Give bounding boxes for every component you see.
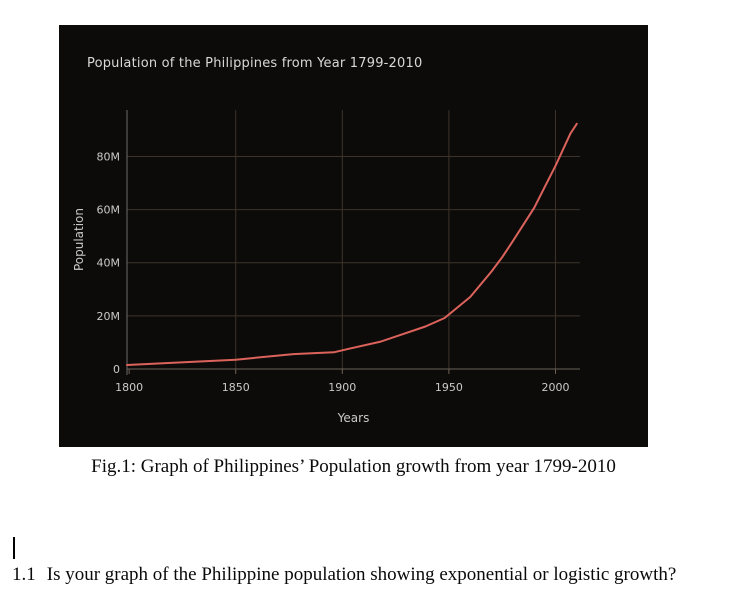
population-chart-figure[interactable]: Population of the Philippines from Year … bbox=[59, 25, 648, 447]
question-line: 1.1 Is your graph of the Philippine popul… bbox=[12, 564, 676, 586]
y-tick-label: 80M bbox=[97, 150, 121, 163]
x-tick-label: 2000 bbox=[541, 381, 569, 394]
text-cursor bbox=[13, 537, 15, 559]
question-number: 1.1 bbox=[12, 564, 36, 585]
x-tick-label: 1950 bbox=[435, 381, 463, 394]
y-tick-label: 40M bbox=[97, 257, 121, 270]
x-tick-label: 1850 bbox=[222, 381, 250, 394]
figure-caption: Fig.1: Graph of Philippines’ Population … bbox=[91, 456, 616, 477]
x-axis-title: Years bbox=[337, 411, 370, 425]
question-text: Is your graph of the Philippine populati… bbox=[46, 564, 677, 585]
x-tick-label: 1900 bbox=[328, 381, 356, 394]
y-axis-title: Population bbox=[72, 207, 86, 272]
y-axis-title-wrap: Population bbox=[67, 110, 91, 369]
chart-plot-area: 0 20M 40M 60M 80M 1800 1850 1900 1950 2000 bbox=[97, 110, 580, 394]
y-tick-label: 20M bbox=[97, 310, 121, 323]
y-tick-label: 0 bbox=[113, 363, 120, 376]
y-tick-label: 60M bbox=[97, 204, 121, 217]
x-tick-label: 1800 bbox=[115, 381, 143, 394]
chart-title: Population of the Philippines from Year … bbox=[87, 56, 423, 71]
population-line-series bbox=[126, 122, 578, 366]
